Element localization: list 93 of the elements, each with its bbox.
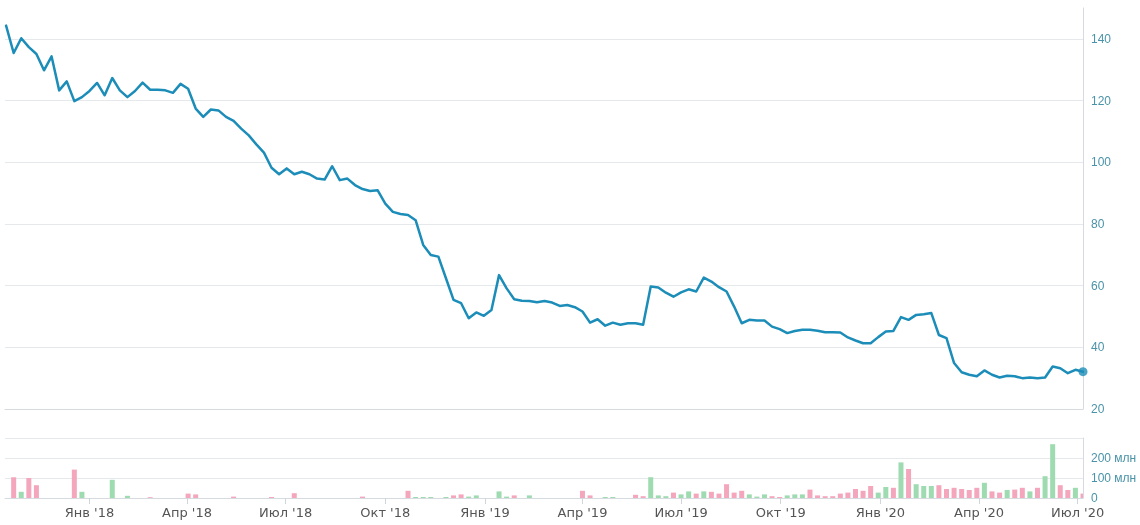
bar [883,487,889,498]
y-tick-label: 20 [1091,402,1105,416]
bar [511,495,517,498]
bar [731,492,737,498]
bar [291,493,297,498]
bar [473,495,479,498]
bar [936,485,942,498]
y-tick-label: 80 [1091,216,1105,231]
x-tick-label: Апр '19 [557,505,608,520]
bar [678,494,684,498]
bar [845,492,851,498]
bar [526,495,532,498]
bar [79,491,85,498]
bar [739,490,745,498]
bar [686,491,692,498]
x-tick-label: Июл '20 [1050,505,1105,520]
bar [701,491,707,498]
bar [860,490,866,498]
bar [724,484,730,498]
bar [913,484,919,498]
bar [693,493,699,498]
bar [784,495,790,498]
bar [898,462,904,498]
bar [71,469,77,498]
bar [18,491,24,498]
bar [193,494,199,498]
bar [959,489,965,498]
x-tick-label: Июл '19 [654,505,708,520]
bar [1004,490,1010,498]
bar [1012,489,1018,498]
x-tick-label: Янв '20 [855,505,906,520]
bar [815,495,821,498]
y-tick-label: 60 [1091,278,1105,293]
bar [943,489,949,498]
bar [1072,487,1078,498]
bar [451,495,457,498]
bar [655,495,661,498]
y-tick-label: 140 [1091,31,1112,46]
y-tick-label: 200 млн [1091,451,1137,465]
bar [1065,490,1071,498]
bar [928,486,934,498]
bar [1050,444,1056,498]
y-tick-label: 0 [1091,491,1098,505]
bar [981,482,987,498]
bar [868,486,874,498]
bar [405,490,411,498]
bar [890,487,896,498]
bar [1035,487,1040,498]
bar [648,477,654,498]
y-tick-label: 40 [1091,340,1105,355]
bar [852,489,858,498]
bar [875,492,881,498]
x-tick-label: Окт '18 [360,505,411,520]
bar [11,477,17,498]
bar [951,487,957,498]
bar [633,494,639,498]
bar [746,494,752,498]
x-tick-label: Янв '18 [64,505,115,520]
bar [1019,487,1025,498]
bar [26,478,32,498]
bar [109,479,115,498]
bar [33,485,39,498]
bar [807,489,813,498]
bar [989,491,995,498]
bar [579,490,585,498]
x-tick-label: Апр '20 [954,505,1004,520]
bar [792,494,798,498]
x-tick-label: Янв '19 [460,505,510,520]
x-tick-label: Апр '18 [162,505,212,520]
bar [921,486,927,498]
bar [966,490,972,498]
bar [997,492,1003,498]
bar [716,493,722,498]
bar [1042,476,1048,498]
y-tick-label: 120 [1091,93,1112,108]
bar [837,493,843,498]
bar [670,492,676,498]
bar [496,491,502,498]
bar [761,494,767,498]
bar [1027,491,1033,498]
bar [587,495,593,498]
bar [974,487,980,498]
bar [124,495,130,498]
x-tick-label: Окт '19 [755,505,806,520]
bar [1057,485,1063,498]
y-tick-label: 100 [1091,155,1112,170]
y-tick-label: 100 млн [1091,471,1137,485]
bar [799,494,805,498]
bar [458,494,464,498]
x-tick-label: Июл '18 [258,505,313,520]
bar [185,493,191,498]
bar [906,469,912,498]
bar [708,491,714,498]
